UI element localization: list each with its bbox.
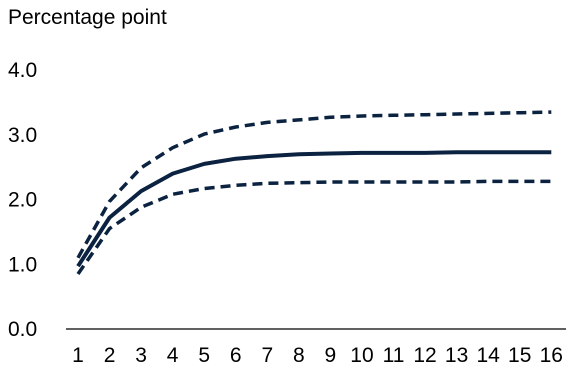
x-tick-label: 4 [167, 344, 179, 367]
x-tick-label: 8 [293, 344, 305, 367]
x-tick-label: 10 [350, 344, 373, 367]
series-line-band-1 [76, 110, 552, 259]
x-tick-label: 13 [445, 344, 468, 367]
x-axis-ticks: 1 2 3 4 5 6 7 8 9 10 11 12 13 14 15 16 [72, 344, 563, 367]
x-tick-label: 9 [325, 344, 337, 367]
x-tick-label: 5 [198, 344, 210, 367]
y-tick-label: 2.0 [8, 189, 37, 212]
series-line-central [76, 150, 552, 268]
series-layer [76, 110, 552, 275]
y-axis-ticks: 0.0 1.0 2.0 3.0 4.0 [8, 59, 37, 341]
x-tick-label: 16 [540, 344, 563, 367]
x-tick-label: 2 [104, 344, 116, 367]
y-tick-label: 3.0 [8, 124, 37, 147]
x-tick-label: 11 [383, 344, 405, 367]
x-tick-label: 12 [413, 344, 436, 367]
unit-label: Percentage point [8, 6, 167, 29]
y-tick-label: 0.0 [8, 318, 37, 341]
x-tick-label: 14 [476, 344, 500, 367]
x-tick-label: 6 [230, 344, 242, 367]
y-tick-label: 4.0 [8, 59, 37, 82]
x-tick-label: 1 [72, 344, 84, 367]
y-tick-label: 1.0 [8, 253, 37, 276]
x-tick-label: 3 [135, 344, 147, 367]
series-line-band-2 [76, 179, 552, 275]
x-tick-label: 15 [508, 344, 531, 367]
x-tick-label: 7 [261, 344, 273, 367]
